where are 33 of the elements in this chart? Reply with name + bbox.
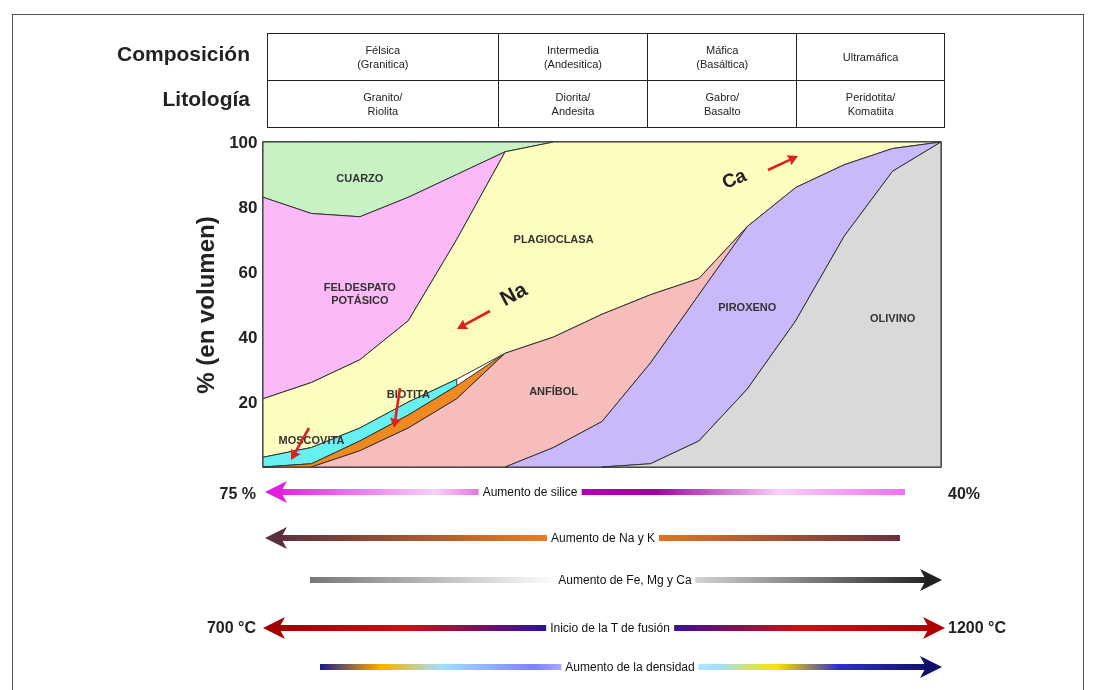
text: 1200 °C [948,619,1006,637]
text: 700 °C [206,619,256,637]
annotation: Na [495,277,531,311]
y-tick-label: 40 [238,327,258,347]
text: Diorita/ Andesita [498,80,648,128]
text: Granito/ Riolita [267,80,499,128]
y-axis-title: % (en volumen) [192,216,220,394]
text: Félsica (Granitica) [267,33,499,81]
text: Aumento de Na y K [546,531,660,545]
series-label: CUARZO [336,172,384,185]
y-tick-label: 80 [238,197,258,217]
text: Aumento de Fe, Mg y Ca [554,573,696,587]
series-label: OLIVINO [869,312,916,325]
text: Inicio de la T de fusión [546,621,674,635]
annotation: Ca [718,164,750,194]
y-tick-label: 20 [238,392,258,412]
y-tick-label: 100 [229,132,258,152]
text: Litología [161,87,250,111]
series-label: ANFÍBOL [529,385,579,398]
series-label: FELDESPATO POTÁSICO [323,281,397,307]
text: 75 % [219,485,256,503]
text: Aumento de la densidad [561,660,699,674]
y-tick-label: 60 [238,262,258,282]
series-label: PLAGIOCLASA [513,232,594,245]
text: Ultramáfica [796,33,945,81]
text: Gabro/ Basalto [647,80,797,128]
text: Peridotita/ Komatiita [796,80,945,128]
text: 40% [948,485,981,503]
series-label: PIROXENO [718,300,777,313]
text: Máfica (Basáltica) [647,33,797,81]
text: Intermedia (Andesitica) [498,33,648,81]
text: Composición [116,42,250,66]
text: Aumento de silice [478,485,582,499]
